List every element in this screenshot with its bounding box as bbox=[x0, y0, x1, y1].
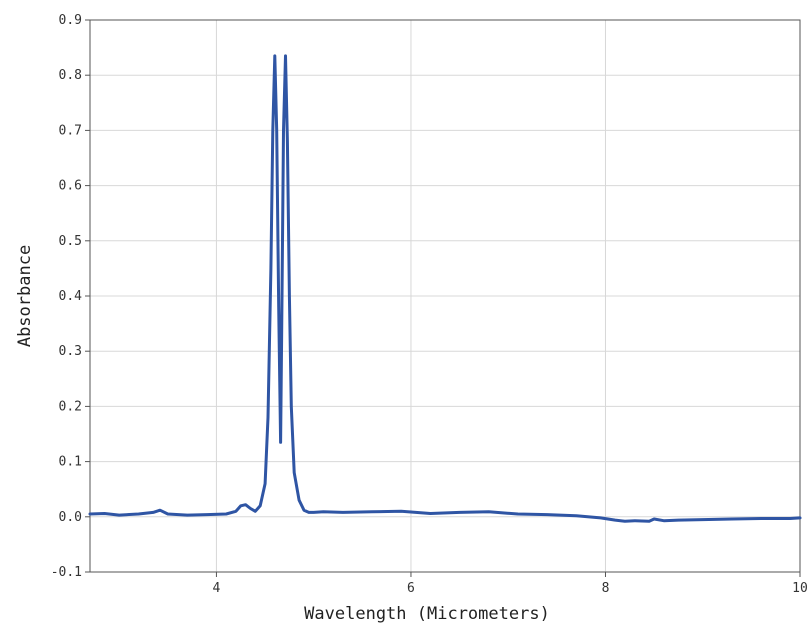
grid bbox=[90, 19, 801, 573]
y-tick-label: 0.2 bbox=[59, 399, 82, 414]
y-axis-label: Absorbance bbox=[15, 245, 35, 347]
y-tick-label: 0.8 bbox=[59, 68, 82, 83]
y-tick-label: 0.5 bbox=[59, 234, 82, 249]
x-tick-label: 6 bbox=[407, 581, 415, 596]
y-tick-label: -0.1 bbox=[51, 565, 82, 580]
x-axis-label: Wavelength (Micrometers) bbox=[304, 604, 550, 624]
y-tick-label: 0.3 bbox=[59, 344, 82, 359]
y-axis-ticks: -0.1 0.0 0.1 0.2 0.3 0.4 0.5 0.6 0.7 0.8 0.9 bbox=[51, 13, 90, 580]
x-tick-label: 8 bbox=[602, 581, 610, 596]
x-axis-ticks: 4 6 8 10 bbox=[213, 572, 808, 596]
y-tick-label: 0.9 bbox=[59, 13, 82, 28]
y-tick-label: 0.4 bbox=[59, 289, 83, 304]
y-tick-label: 0.0 bbox=[59, 510, 82, 525]
y-tick-label: 0.6 bbox=[59, 179, 82, 194]
x-tick-label: 4 bbox=[213, 581, 221, 596]
absorbance-series-line bbox=[88, 54, 802, 523]
y-tick-label: 0.7 bbox=[59, 123, 82, 138]
y-tick-label: 0.1 bbox=[59, 455, 82, 470]
x-tick-label: 10 bbox=[792, 581, 808, 596]
